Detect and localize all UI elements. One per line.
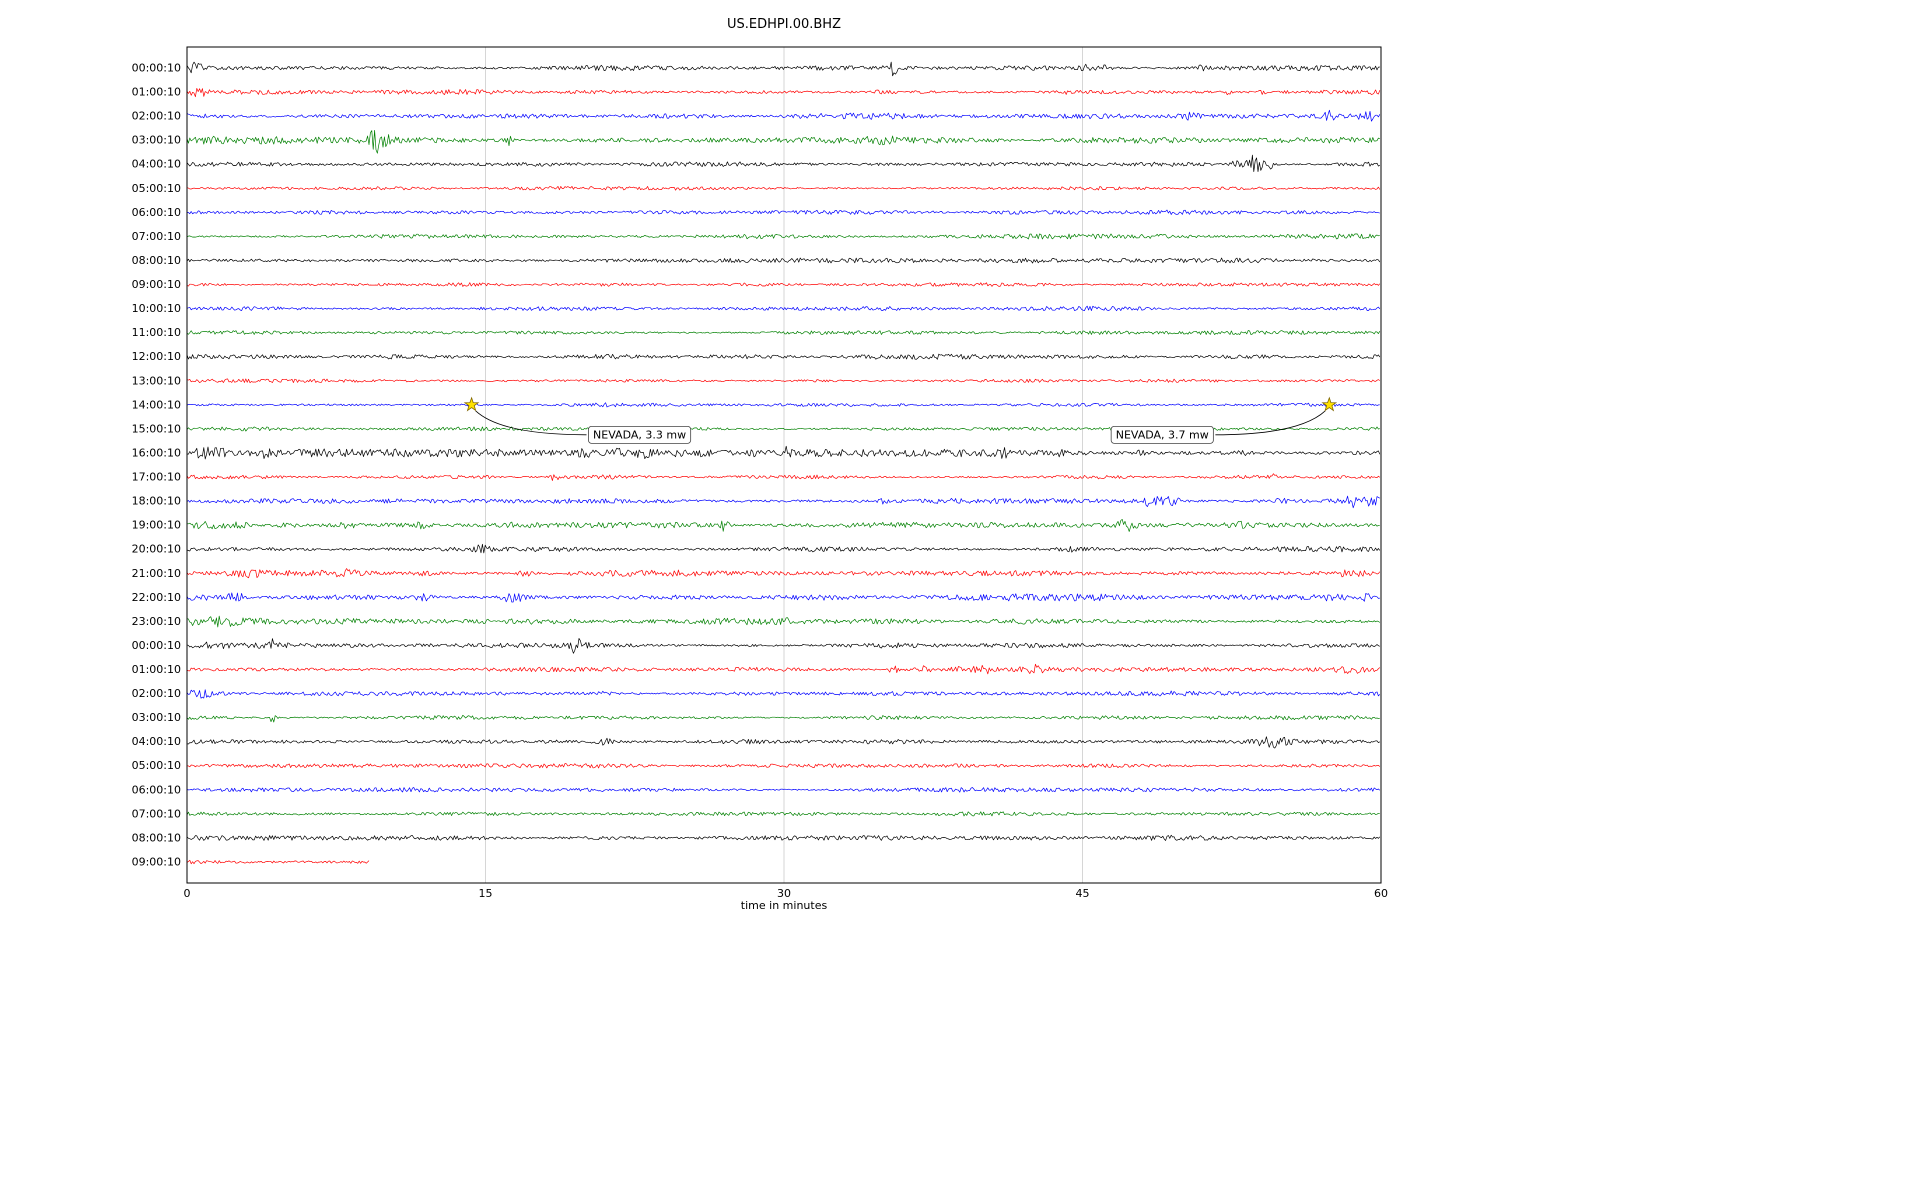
trace-time-label: 01:00:10 xyxy=(132,663,181,676)
trace-time-label: 09:00:10 xyxy=(132,278,181,291)
trace-time-label: 21:00:10 xyxy=(132,567,181,580)
trace-time-label: 19:00:10 xyxy=(132,519,181,532)
trace-time-label: 09:00:10 xyxy=(132,855,181,868)
trace-time-label: 18:00:10 xyxy=(132,495,181,508)
seismogram-trace xyxy=(186,543,1381,554)
trace-time-label: 15:00:10 xyxy=(132,422,181,435)
trace-time-label: 14:00:10 xyxy=(132,398,181,411)
x-tick-label: 30 xyxy=(777,887,791,900)
seismogram-trace xyxy=(186,495,1380,509)
trace-time-label: 04:00:10 xyxy=(132,735,181,748)
seismogram-trace xyxy=(186,714,1380,723)
seismogram-trace xyxy=(186,787,1381,793)
seismogram-trace xyxy=(186,445,1381,460)
seismogram-trace xyxy=(186,257,1381,264)
trace-time-label: 23:00:10 xyxy=(132,615,181,628)
event-annotation xyxy=(1110,425,1214,444)
seismogram-trace xyxy=(186,109,1381,122)
trace-time-label: 01:00:10 xyxy=(132,86,181,99)
trace-time-label: 05:00:10 xyxy=(132,759,181,772)
event-annotation xyxy=(588,425,692,444)
seismogram-trace xyxy=(186,568,1381,579)
trace-time-label: 07:00:10 xyxy=(132,230,181,243)
seismogram-trace xyxy=(186,401,1380,408)
event-star-icon xyxy=(463,396,480,412)
seismogram-trace xyxy=(186,88,1381,98)
seismogram-trace xyxy=(186,736,1380,749)
trace-time-label: 06:00:10 xyxy=(132,783,181,796)
seismogram-trace xyxy=(186,353,1381,360)
trace-time-label: 17:00:10 xyxy=(132,471,181,484)
seismogram-trace xyxy=(186,233,1380,240)
seismogram-trace xyxy=(186,154,1380,172)
trace-time-label: 13:00:10 xyxy=(132,374,181,387)
seismogram-trace xyxy=(187,519,1380,532)
trace-time-label: 05:00:10 xyxy=(132,182,181,195)
event-connector xyxy=(475,410,587,436)
event-star-icon xyxy=(1321,396,1338,412)
x-tick-label: 0 xyxy=(184,887,191,900)
trace-time-label: 06:00:10 xyxy=(132,206,181,219)
seismogram-trace xyxy=(186,305,1381,312)
trace-time-label: 20:00:10 xyxy=(132,543,181,556)
trace-time-label: 04:00:10 xyxy=(132,158,181,171)
trace-time-label: 08:00:10 xyxy=(132,254,181,267)
trace-time-label: 08:00:10 xyxy=(132,831,181,844)
seismogram-trace xyxy=(186,663,1381,675)
trace-time-label: 22:00:10 xyxy=(132,591,181,604)
x-axis-label: time in minutes xyxy=(740,899,828,912)
trace-time-label: 02:00:10 xyxy=(132,110,181,123)
seismogram-trace xyxy=(186,811,1380,817)
seismogram-trace xyxy=(186,378,1381,384)
x-tick-label: 60 xyxy=(1374,887,1388,900)
seismogram-trace xyxy=(186,61,1380,77)
seismogram-trace xyxy=(186,186,1381,191)
trace-time-label: 16:00:10 xyxy=(132,446,181,459)
seismogram-trace xyxy=(186,834,1381,841)
seismogram-trace xyxy=(186,209,1380,215)
seismogram-trace xyxy=(186,282,1381,287)
trace-time-label: 10:00:10 xyxy=(132,302,181,315)
seismogram-trace xyxy=(186,473,1381,481)
trace-time-label: 07:00:10 xyxy=(132,807,181,820)
plot-border xyxy=(186,46,1382,884)
trace-time-label: 02:00:10 xyxy=(132,687,181,700)
event-label: NEVADA, 3.7 mw xyxy=(1116,429,1209,442)
x-tick-label: 45 xyxy=(1076,887,1090,900)
x-tick-label: 15 xyxy=(479,887,493,900)
trace-time-label: 03:00:10 xyxy=(132,711,181,724)
seismogram-trace xyxy=(186,615,1381,628)
trace-time-label: 11:00:10 xyxy=(132,326,181,339)
seismogram-trace xyxy=(186,638,1380,654)
seismogram-trace xyxy=(186,330,1381,335)
seismogram-trace xyxy=(186,592,1380,603)
seismogram-trace xyxy=(186,689,1381,699)
event-connector xyxy=(1215,410,1326,436)
event-label: NEVADA, 3.3 mw xyxy=(593,429,686,442)
seismogram-trace xyxy=(186,763,1381,769)
seismogram-trace xyxy=(186,859,370,865)
trace-time-label: 00:00:10 xyxy=(132,639,181,652)
seismogram-trace xyxy=(186,129,1380,154)
trace-time-label: 00:00:10 xyxy=(132,62,181,75)
trace-time-label: 03:00:10 xyxy=(132,134,181,147)
trace-time-label: 12:00:10 xyxy=(132,350,181,363)
chart-title: US.EDHPI.00.BHZ xyxy=(727,17,841,32)
